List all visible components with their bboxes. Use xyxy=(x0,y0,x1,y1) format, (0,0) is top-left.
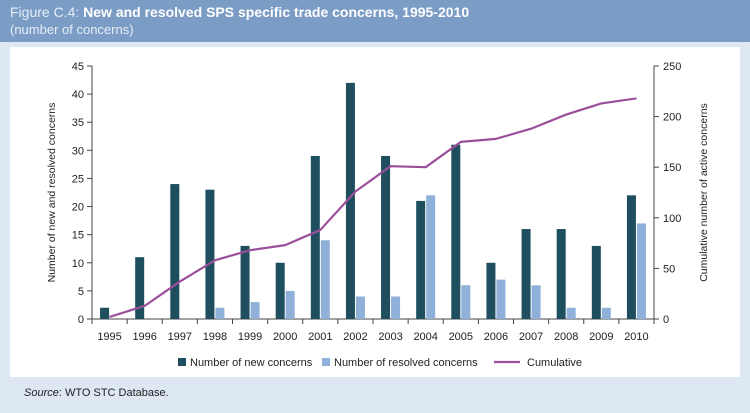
y-tick-label-right: 100 xyxy=(663,213,681,225)
bar-new-concerns xyxy=(135,257,145,319)
figure-header: Figure C.4: New and resolved SPS specifi… xyxy=(0,0,750,42)
bar-new-concerns xyxy=(451,144,461,319)
y-tick-label-right: 0 xyxy=(663,314,669,326)
bar-resolved-concerns xyxy=(496,279,506,319)
figure-title: Figure C.4: New and resolved SPS specifi… xyxy=(10,4,469,20)
bar-resolved-concerns xyxy=(531,285,541,319)
y-tick-label-right: 50 xyxy=(663,263,675,275)
bar-resolved-concerns xyxy=(601,307,611,319)
legend-swatch-resolved xyxy=(322,358,330,366)
y-tick-label-right: 250 xyxy=(663,61,681,73)
y-axis-title-left: Number of new and resolved concerns xyxy=(46,103,58,283)
y-tick-label-left: 10 xyxy=(72,258,84,270)
bar-new-concerns xyxy=(170,184,180,319)
y-tick-label-left: 5 xyxy=(78,286,84,298)
bar-resolved-concerns xyxy=(426,195,436,319)
x-tick-label: 2004 xyxy=(413,331,437,343)
figure-title-text: New and resolved SPS specific trade conc… xyxy=(83,4,470,20)
bar-new-concerns xyxy=(275,262,285,319)
figure-label: Figure C.4: xyxy=(10,4,80,20)
bar-resolved-concerns xyxy=(566,307,576,319)
x-tick-label: 2002 xyxy=(343,331,367,343)
bar-resolved-concerns xyxy=(391,296,401,319)
bar-resolved-concerns xyxy=(215,307,225,319)
x-tick-label: 2001 xyxy=(308,331,332,343)
y-tick-label-left: 25 xyxy=(72,173,84,185)
bar-resolved-concerns xyxy=(285,290,295,319)
y-tick-label-left: 20 xyxy=(72,202,84,214)
line-cumulative xyxy=(109,97,637,319)
x-tick-label: 1998 xyxy=(203,331,227,343)
bar-resolved-concerns xyxy=(320,240,330,319)
source-prefix: Source xyxy=(24,387,59,399)
bar-new-concerns xyxy=(205,189,215,319)
bar-new-concerns xyxy=(486,262,496,319)
source-text: : WTO STC Database. xyxy=(58,387,169,399)
bar-new-concerns xyxy=(100,307,110,319)
x-tick-label: 2005 xyxy=(449,331,473,343)
y-tick-label-left: 35 xyxy=(72,117,84,129)
x-tick-label: 2003 xyxy=(378,331,402,343)
y-tick-label-left: 30 xyxy=(72,145,84,157)
bar-resolved-concerns xyxy=(461,285,471,319)
source-note: Source: WTO STC Database. xyxy=(24,387,169,399)
y-tick-label-left: 0 xyxy=(78,314,84,326)
legend-label-resolved: Number of resolved concerns xyxy=(334,357,478,369)
x-tick-label: 1995 xyxy=(97,331,121,343)
bar-new-concerns xyxy=(556,229,566,319)
x-tick-label: 2009 xyxy=(589,331,613,343)
x-tick-label: 2000 xyxy=(273,331,297,343)
x-tick-label: 2007 xyxy=(519,331,543,343)
bar-new-concerns xyxy=(521,229,531,319)
bar-new-concerns xyxy=(240,245,250,319)
bar-new-concerns xyxy=(591,245,601,319)
y-axis-title-right: Cumulative number of active concerns xyxy=(698,103,710,282)
x-tick-label: 2010 xyxy=(624,331,648,343)
bar-new-concerns xyxy=(381,155,391,319)
bar-new-concerns xyxy=(345,82,355,319)
legend-label-new: Number of new concerns xyxy=(190,357,313,369)
y-tick-label-left: 15 xyxy=(72,230,84,242)
bar-resolved-concerns xyxy=(250,302,260,319)
x-tick-label: 1997 xyxy=(168,331,192,343)
y-tick-label-left: 45 xyxy=(72,61,84,73)
y-tick-label-right: 200 xyxy=(663,112,681,124)
y-tick-label-left: 40 xyxy=(72,89,84,101)
x-tick-label: 2008 xyxy=(554,331,578,343)
legend-label-cumulative: Cumulative xyxy=(527,357,582,369)
x-tick-label: 1996 xyxy=(132,331,156,343)
figure-subtitle: (number of concerns) xyxy=(10,22,134,37)
x-tick-label: 2006 xyxy=(484,331,508,343)
bar-new-concerns xyxy=(310,155,320,319)
legend-swatch-new xyxy=(178,358,186,366)
bar-new-concerns xyxy=(626,195,636,319)
bar-new-concerns xyxy=(416,200,426,319)
bar-resolved-concerns xyxy=(636,223,646,319)
bar-resolved-concerns xyxy=(355,296,365,319)
x-tick-label: 1999 xyxy=(238,331,262,343)
y-tick-label-right: 150 xyxy=(663,162,681,174)
